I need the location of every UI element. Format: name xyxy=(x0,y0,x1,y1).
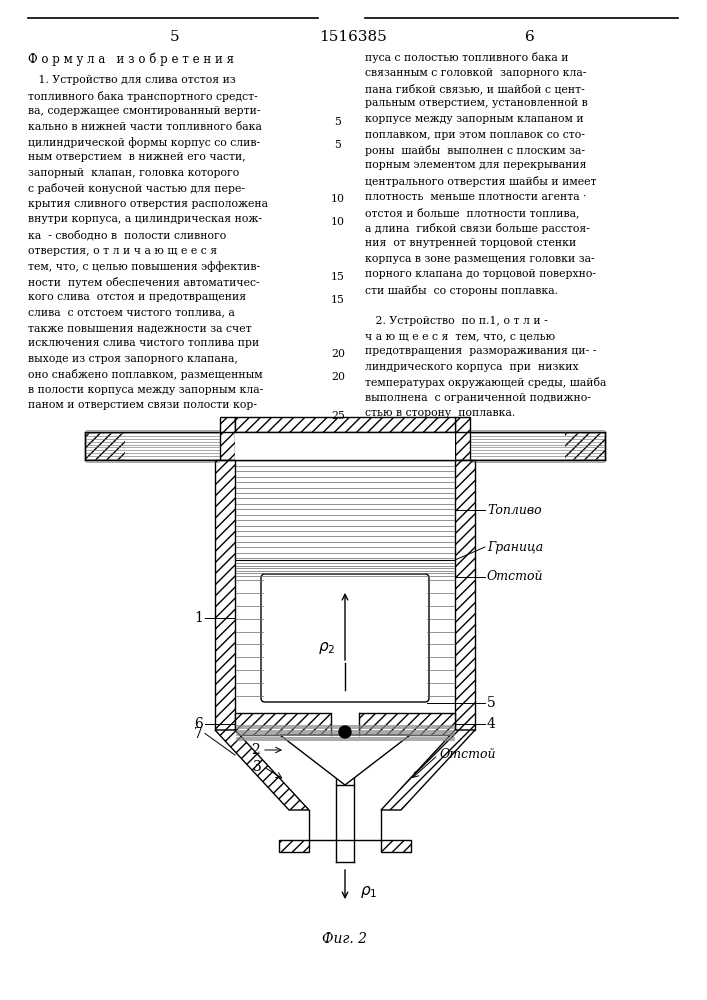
Text: роны  шайбы  выполнен с плоским за-: роны шайбы выполнен с плоским за- xyxy=(365,145,585,156)
Text: Ф о р м у л а   и з о б р е т е н и я: Ф о р м у л а и з о б р е т е н и я xyxy=(28,52,234,66)
Text: внутри корпуса, а цилиндрическая нож-: внутри корпуса, а цилиндрическая нож- xyxy=(28,215,262,225)
Text: ности  путем обеспечения автоматичес-: ности путем обеспечения автоматичес- xyxy=(28,276,259,288)
Text: $\rho_1$: $\rho_1$ xyxy=(360,884,378,900)
Text: кально в нижней части топливного бака: кально в нижней части топливного бака xyxy=(28,121,262,131)
Text: $\rho_2$: $\rho_2$ xyxy=(318,640,336,656)
Text: отверстия, о т л и ч а ю щ е е с я: отверстия, о т л и ч а ю щ е е с я xyxy=(28,245,217,255)
Polygon shape xyxy=(235,432,455,460)
Polygon shape xyxy=(220,417,235,460)
Polygon shape xyxy=(336,735,354,785)
FancyBboxPatch shape xyxy=(261,574,429,702)
Text: кого слива  отстоя и предотвращения: кого слива отстоя и предотвращения xyxy=(28,292,246,302)
Circle shape xyxy=(339,726,351,738)
Text: оно снабжено поплавком, размещенным: оно снабжено поплавком, размещенным xyxy=(28,369,262,380)
Polygon shape xyxy=(215,730,309,810)
Text: Отстой: Отстой xyxy=(440,748,496,762)
Polygon shape xyxy=(85,432,605,460)
Text: 1516385: 1516385 xyxy=(319,30,387,44)
Text: Граница: Граница xyxy=(487,540,543,554)
Text: 15: 15 xyxy=(331,295,345,305)
Text: отстоя и больше  плотности топлива,: отстоя и больше плотности топлива, xyxy=(365,207,580,218)
Text: 3: 3 xyxy=(253,760,262,774)
Polygon shape xyxy=(381,840,411,852)
Text: Фиг. 2: Фиг. 2 xyxy=(322,932,368,946)
Polygon shape xyxy=(235,713,455,735)
Text: 1. Устройство для слива отстоя из: 1. Устройство для слива отстоя из xyxy=(28,75,235,85)
Text: ч а ю щ е е с я  тем, что, с целью: ч а ю щ е е с я тем, что, с целью xyxy=(365,331,555,341)
Text: 7: 7 xyxy=(194,726,203,740)
Text: ка  - свободно в  полости сливного: ка - свободно в полости сливного xyxy=(28,230,226,241)
Text: ральным отверстием, установленной в: ральным отверстием, установленной в xyxy=(365,99,588,108)
Text: пуса с полостью топливного бака и: пуса с полостью топливного бака и xyxy=(365,52,568,63)
Text: сти шайбы  со стороны поплавка.: сти шайбы со стороны поплавка. xyxy=(365,284,558,296)
Text: 6: 6 xyxy=(194,717,203,731)
Polygon shape xyxy=(215,460,235,730)
Text: порным элементом для перекрывания: порным элементом для перекрывания xyxy=(365,160,587,170)
Text: 2. Устройство  по п.1, о т л и -: 2. Устройство по п.1, о т л и - xyxy=(365,316,548,326)
Text: паном и отверстием связи полости кор-: паном и отверстием связи полости кор- xyxy=(28,400,257,410)
Polygon shape xyxy=(381,730,475,810)
Text: 2: 2 xyxy=(251,743,260,757)
Text: корпуса в зоне размещения головки за-: корпуса в зоне размещения головки за- xyxy=(365,253,595,263)
Text: 20: 20 xyxy=(331,349,345,359)
Text: предотвращения  размораживания ци- -: предотвращения размораживания ци- - xyxy=(365,347,597,357)
Text: 20: 20 xyxy=(331,372,345,382)
Text: стью в сторону  поплавка.: стью в сторону поплавка. xyxy=(365,408,515,418)
Text: тем, что, с целью повышения эффектив-: тем, что, с целью повышения эффектив- xyxy=(28,261,260,272)
Text: топливного бака транспортного средст-: топливного бака транспортного средст- xyxy=(28,91,258,102)
Text: линдрического корпуса  при  низких: линдрического корпуса при низких xyxy=(365,362,578,372)
Text: исключения слива чистого топлива при: исключения слива чистого топлива при xyxy=(28,338,259,349)
Text: выполнена  с ограниченной подвижно-: выполнена с ограниченной подвижно- xyxy=(365,393,591,403)
Polygon shape xyxy=(279,840,309,852)
Text: ным отверстием  в нижней его части,: ным отверстием в нижней его части, xyxy=(28,152,246,162)
Text: также повышения надежности за счет: также повышения надежности за счет xyxy=(28,323,252,333)
Text: цилиндрической формы корпус со слив-: цилиндрической формы корпус со слив- xyxy=(28,137,260,148)
Text: температурах окружающей среды, шайба: температурах окружающей среды, шайба xyxy=(365,377,607,388)
Text: а длина  гибкой связи больше расстоя-: а длина гибкой связи больше расстоя- xyxy=(365,223,590,233)
Polygon shape xyxy=(280,735,410,785)
Text: крытия сливного отверстия расположена: крытия сливного отверстия расположена xyxy=(28,199,268,209)
Text: 10: 10 xyxy=(331,194,345,204)
Text: запорный  клапан, головка которого: запорный клапан, головка которого xyxy=(28,168,239,178)
Text: 1: 1 xyxy=(194,611,203,625)
Polygon shape xyxy=(331,712,359,736)
Text: выходе из строя запорного клапана,: выходе из строя запорного клапана, xyxy=(28,354,238,364)
Text: 6: 6 xyxy=(525,30,535,44)
Text: слива  с отстоем чистого топлива, а: слива с отстоем чистого топлива, а xyxy=(28,308,235,318)
Text: 5: 5 xyxy=(487,696,496,710)
Polygon shape xyxy=(455,460,475,730)
Text: 4: 4 xyxy=(487,717,496,731)
Text: связанным с головкой  запорного кла-: связанным с головкой запорного кла- xyxy=(365,68,586,78)
Text: ва, содержащее смонтированный верти-: ва, содержащее смонтированный верти- xyxy=(28,106,260,116)
Text: ния  от внутренней торцовой стенки: ния от внутренней торцовой стенки xyxy=(365,238,576,248)
Text: пана гибкой связью, и шайбой с цент-: пана гибкой связью, и шайбой с цент- xyxy=(365,83,585,94)
Text: корпусе между запорным клапаном и: корпусе между запорным клапаном и xyxy=(365,114,583,124)
Polygon shape xyxy=(455,417,470,460)
Text: 5: 5 xyxy=(334,117,341,127)
Text: Топливо: Топливо xyxy=(487,504,542,516)
Text: Отстой: Отстой xyxy=(487,570,544,584)
Text: с рабочей конусной частью для пере-: с рабочей конусной частью для пере- xyxy=(28,184,245,194)
Text: порного клапана до торцовой поверхно-: порного клапана до торцовой поверхно- xyxy=(365,269,596,279)
Text: центрального отверстия шайбы и имеет: центрального отверстия шайбы и имеет xyxy=(365,176,597,187)
Text: 5: 5 xyxy=(334,140,341,150)
Text: плотность  меньше плотности агента ·: плотность меньше плотности агента · xyxy=(365,192,587,202)
Text: 15: 15 xyxy=(331,272,345,282)
Text: поплавком, при этом поплавок со сто-: поплавком, при этом поплавок со сто- xyxy=(365,129,585,139)
Text: 10: 10 xyxy=(331,217,345,227)
Polygon shape xyxy=(125,432,565,460)
Text: 5: 5 xyxy=(170,30,180,44)
Polygon shape xyxy=(235,417,455,432)
Text: 25: 25 xyxy=(331,411,345,421)
Text: в полости корпуса между запорным кла-: в полости корпуса между запорным кла- xyxy=(28,385,263,395)
